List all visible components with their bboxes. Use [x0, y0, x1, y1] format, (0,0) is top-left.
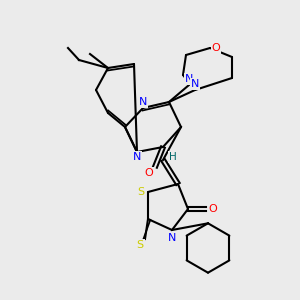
Text: N: N — [191, 79, 199, 89]
Text: N: N — [168, 233, 176, 243]
Text: O: O — [212, 43, 220, 53]
Text: H: H — [169, 152, 177, 162]
Text: S: S — [137, 187, 145, 197]
Text: N: N — [133, 152, 141, 162]
Text: N: N — [139, 97, 147, 107]
Text: O: O — [145, 168, 153, 178]
Text: S: S — [136, 240, 144, 250]
Text: O: O — [208, 204, 217, 214]
Text: N: N — [185, 74, 193, 84]
